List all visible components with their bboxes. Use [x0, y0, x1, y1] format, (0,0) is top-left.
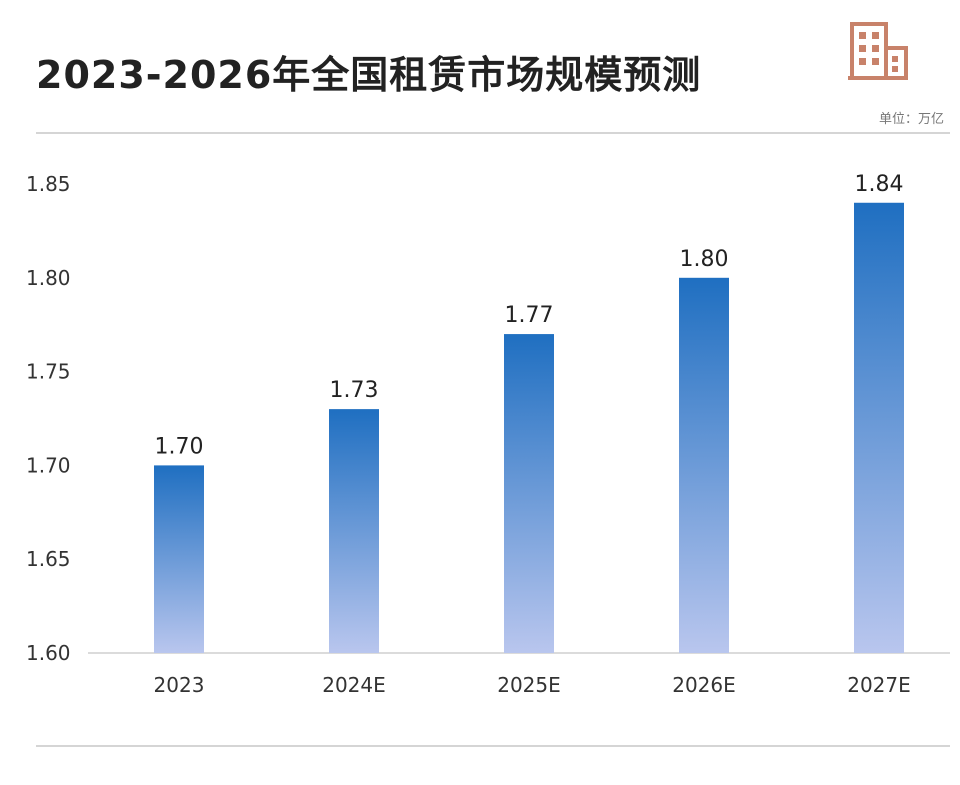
bar: [154, 465, 204, 653]
bar: [329, 409, 379, 653]
bar: [504, 334, 554, 653]
unit-label: 单位：万亿: [878, 112, 944, 127]
y-tick-label: 1.75: [26, 360, 71, 384]
footer-divider: [36, 745, 950, 747]
data-label: 1.84: [855, 172, 904, 197]
building-icon: [848, 22, 908, 80]
bar: [679, 277, 729, 653]
bar: [854, 202, 904, 653]
y-tick-label: 1.80: [26, 266, 71, 290]
header-divider: [36, 132, 950, 134]
x-tick-label: 2023: [154, 673, 205, 697]
x-tick-label: 2024E: [322, 673, 386, 697]
x-tick-label: 2026E: [672, 673, 736, 697]
y-tick-label: 1.85: [26, 172, 71, 196]
data-label: 1.77: [505, 303, 554, 328]
data-label: 1.73: [330, 378, 379, 403]
data-label: 1.70: [155, 434, 204, 459]
y-tick-label: 1.65: [26, 547, 71, 571]
data-label: 1.80: [680, 247, 729, 272]
chart-title: 2023-2026年全国租赁市场规模预测: [36, 53, 702, 97]
x-tick-label: 2025E: [497, 673, 561, 697]
y-tick-label: 1.70: [26, 453, 71, 477]
y-tick-label: 1.60: [26, 641, 71, 665]
x-tick-label: 2027E: [847, 673, 911, 697]
